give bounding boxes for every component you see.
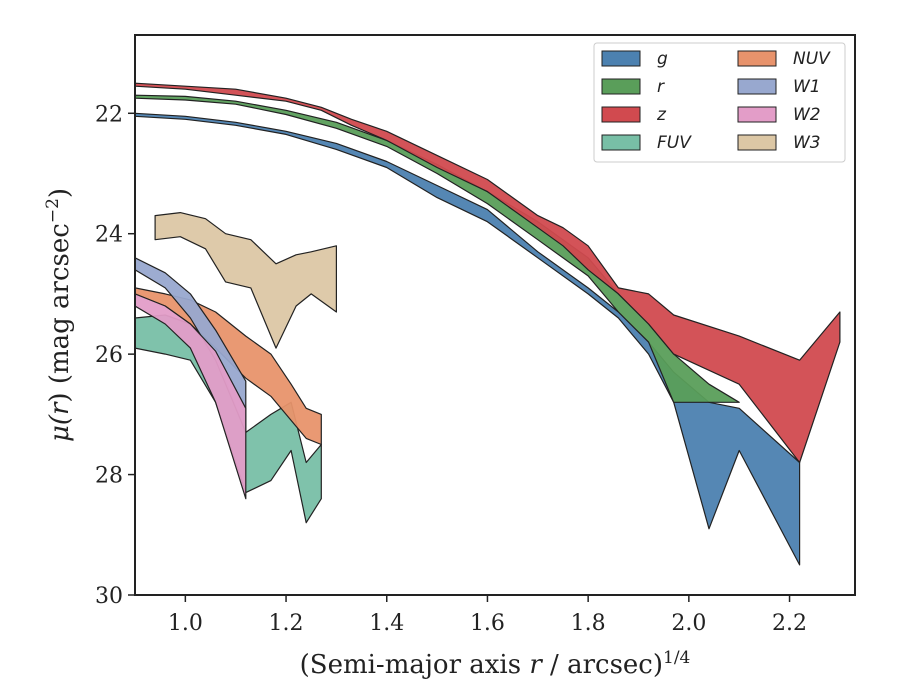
legend-item-g: g xyxy=(601,49,668,69)
legend-label: r xyxy=(657,77,665,97)
band-g xyxy=(135,112,801,566)
x-tick-label: 1.8 xyxy=(571,611,606,636)
legend-swatch xyxy=(737,106,777,123)
legend-label: z xyxy=(656,105,667,125)
x-tick-label: 2.0 xyxy=(671,611,706,636)
legend-item-nuv: NUV xyxy=(737,49,831,69)
x-tick-label: 1.2 xyxy=(269,611,304,636)
y-tick-label: 26 xyxy=(95,343,123,368)
legend-item-w3: W3 xyxy=(737,133,821,153)
legend-swatch xyxy=(601,106,641,123)
band-z xyxy=(135,82,841,464)
legend: grz FUV NUV W1 W2 W3 xyxy=(593,42,846,163)
x-tick-label: 1.0 xyxy=(168,611,203,636)
surface-brightness-bands xyxy=(135,82,841,566)
legend-swatch xyxy=(601,134,641,151)
legend-label: W1 xyxy=(793,77,821,97)
legend-label: W3 xyxy=(793,133,821,153)
band-w3 xyxy=(154,212,337,349)
legend-swatch xyxy=(737,134,777,151)
legend-label: NUV xyxy=(793,49,831,69)
x-tick-label: 1.4 xyxy=(369,611,404,636)
band-w2 xyxy=(135,293,247,500)
legend-label: g xyxy=(657,49,668,69)
legend-box xyxy=(593,42,846,163)
x-tick-label: 1.6 xyxy=(470,611,505,636)
legend-swatch xyxy=(737,50,777,67)
legend-item-w2: W2 xyxy=(737,105,821,125)
legend-swatch xyxy=(737,78,777,95)
y-tick-label: 22 xyxy=(95,102,123,127)
legend-label: FUV xyxy=(657,133,692,153)
y-tick-label: 24 xyxy=(95,223,123,248)
plot-frame xyxy=(134,34,856,596)
legend-swatch xyxy=(601,50,641,67)
legend-item-r: r xyxy=(601,77,665,97)
legend-swatch xyxy=(601,78,641,95)
axis-ticks: 1.0 1.2 1.4 1.6 1.8 2.0 2.2 22 24 26 28 30 xyxy=(95,102,807,636)
y-tick-label: 28 xyxy=(95,464,123,489)
y-tick-label: 30 xyxy=(95,584,123,609)
x-tick-label: 2.2 xyxy=(772,611,807,636)
y-axis-title: μ(r) (mag arcsec−2) xyxy=(43,188,75,442)
legend-item-z: z xyxy=(601,105,667,125)
legend-item-w1: W1 xyxy=(737,77,821,97)
x-axis-title: (Semi-major axis r / arcsec)1/4 xyxy=(300,648,691,680)
legend-item-fuv: FUV xyxy=(601,133,692,153)
legend-label: W2 xyxy=(793,105,821,125)
